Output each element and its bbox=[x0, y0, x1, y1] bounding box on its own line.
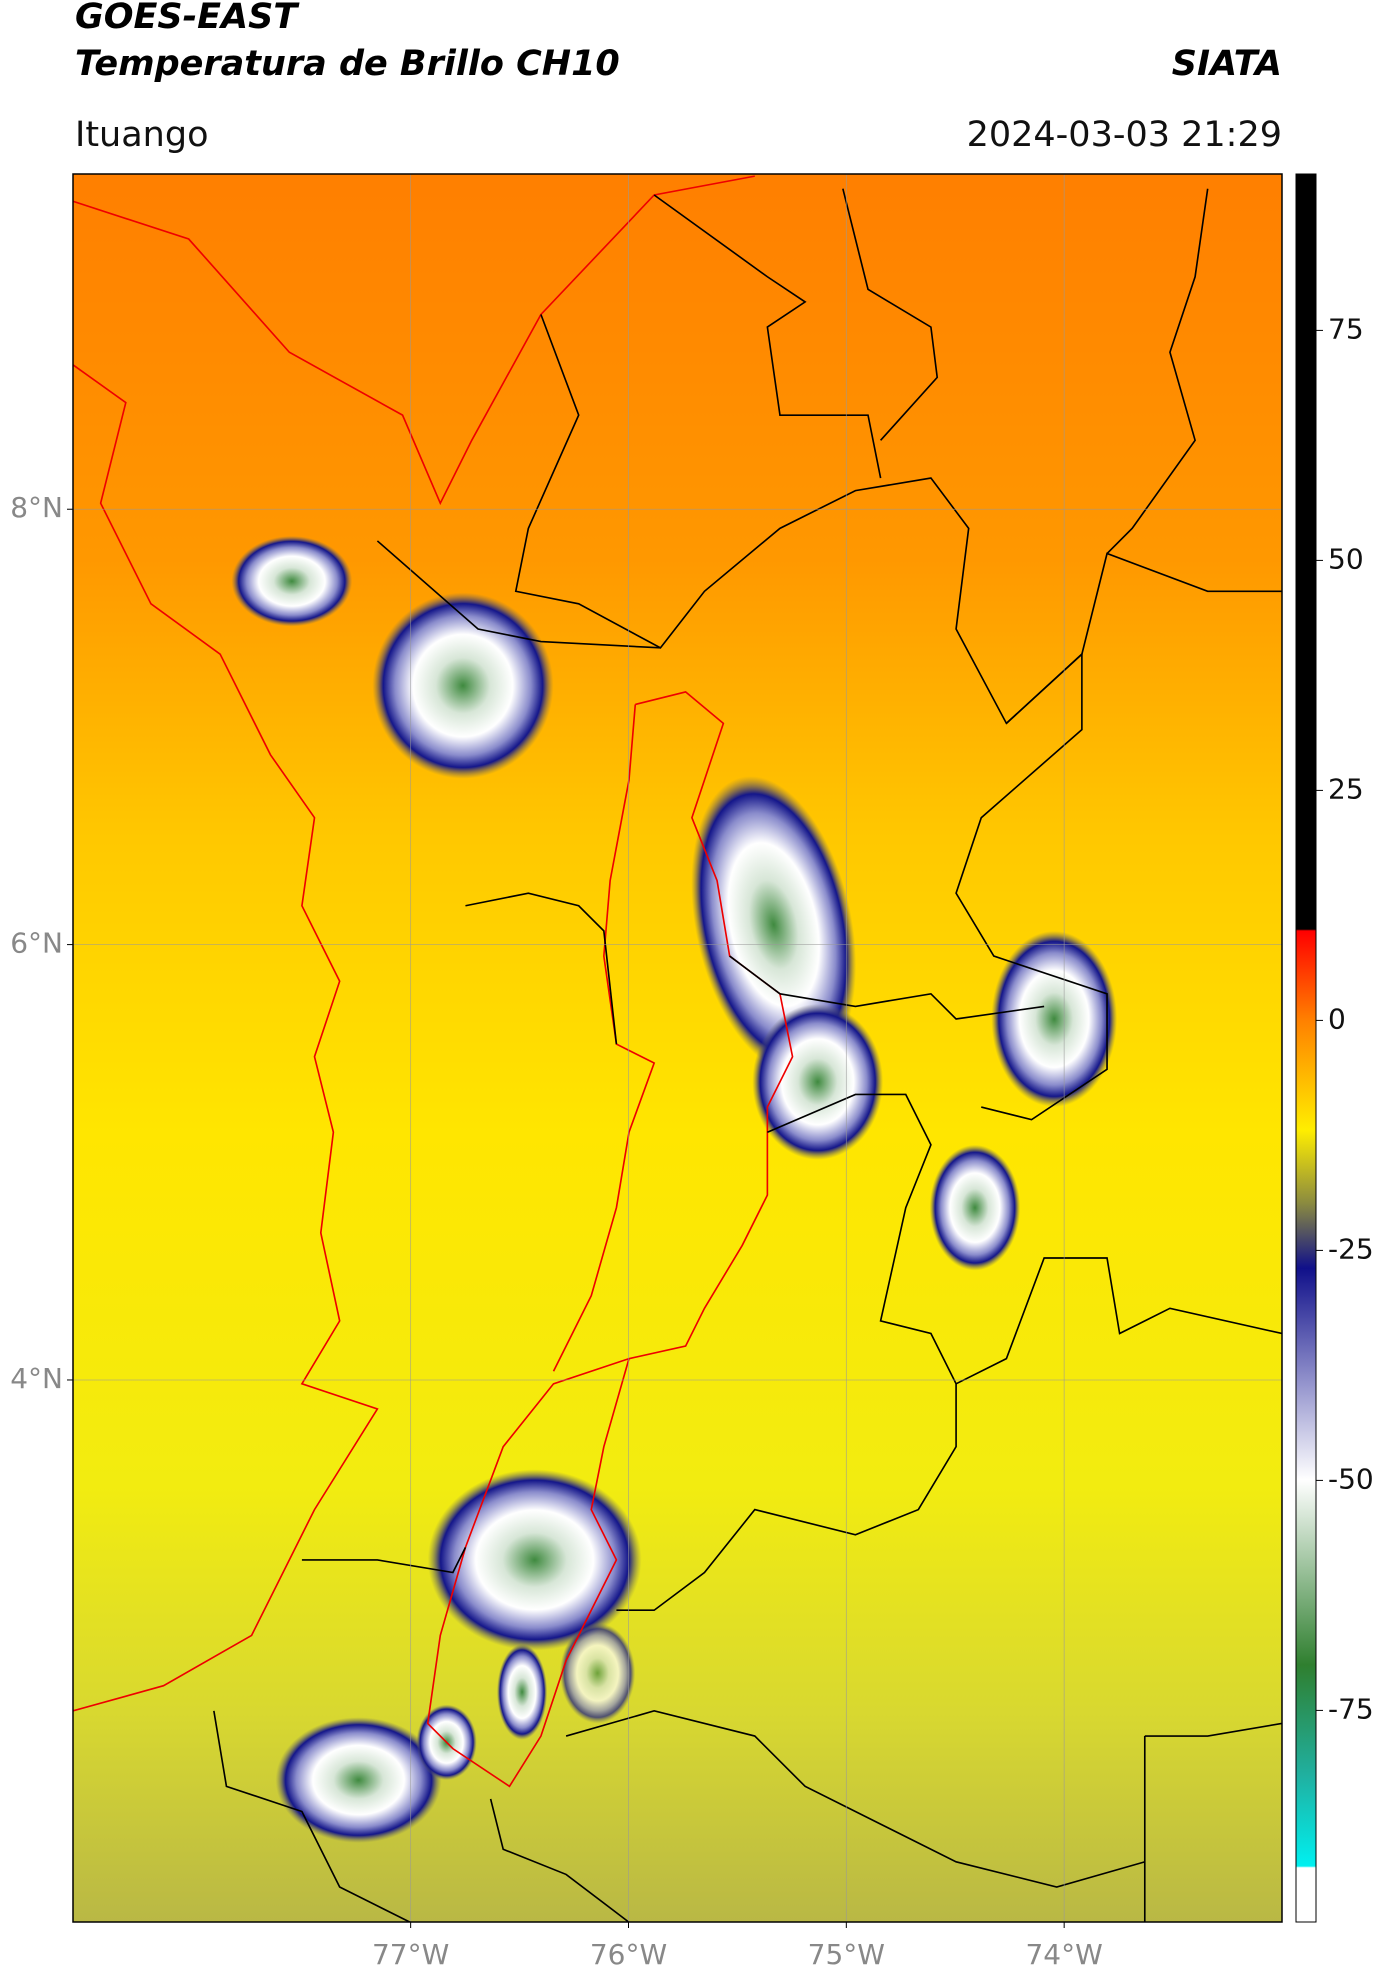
boundaries bbox=[73, 175, 1282, 1922]
y-tick-label: 8°N bbox=[10, 491, 63, 524]
map-frame bbox=[72, 173, 1283, 1923]
subtitle: Temperatura de Brillo CH10 bbox=[75, 44, 620, 84]
y-tick-label: 6°N bbox=[10, 927, 63, 960]
title: GOES-EAST bbox=[75, 0, 300, 37]
colorbar-label: -50 bbox=[1328, 1462, 1374, 1495]
colorbar-label: 0 bbox=[1328, 1002, 1346, 1035]
colorbar-label: -75 bbox=[1328, 1692, 1374, 1725]
colorbar-label: 75 bbox=[1328, 312, 1364, 345]
colorbar bbox=[1295, 173, 1317, 1923]
source: SIATA bbox=[1172, 44, 1282, 84]
cloud-tops bbox=[231, 535, 1118, 1843]
map-field bbox=[73, 174, 1282, 1922]
x-tick-label: 74°W bbox=[1025, 1938, 1102, 1971]
colorbar-label: -25 bbox=[1328, 1232, 1374, 1265]
y-tick-label: 4°N bbox=[10, 1362, 63, 1395]
datetime: 2024-03-03 21:29 bbox=[967, 115, 1282, 155]
x-tick-label: 76°W bbox=[590, 1938, 667, 1971]
x-tick-label: 75°W bbox=[808, 1938, 885, 1971]
location: Ituango bbox=[75, 115, 209, 155]
x-tick-label: 77°W bbox=[372, 1938, 449, 1971]
graticule bbox=[73, 174, 1282, 1922]
colorbar-label: 50 bbox=[1328, 542, 1364, 575]
colorbar-label: 25 bbox=[1328, 772, 1364, 805]
